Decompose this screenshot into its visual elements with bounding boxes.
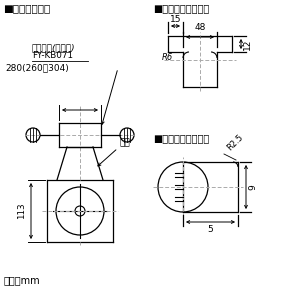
Text: 吊り金具(別売品): 吊り金具(別売品) [32, 43, 76, 52]
Text: 5: 5 [208, 225, 213, 234]
Text: 単位：mm: 単位：mm [4, 275, 40, 285]
Text: 48: 48 [194, 23, 206, 32]
Text: 本体: 本体 [120, 138, 131, 147]
Text: 113: 113 [17, 203, 26, 219]
Text: 280(260～304): 280(260～304) [5, 63, 69, 72]
Text: 12: 12 [243, 38, 252, 50]
Text: R2.5: R2.5 [225, 132, 245, 152]
Text: ■吊り金具穴詳細図: ■吊り金具穴詳細図 [153, 3, 209, 13]
Text: R6: R6 [162, 52, 173, 62]
Text: 15: 15 [170, 15, 181, 24]
Text: ■本体取付穴詳細図: ■本体取付穴詳細図 [153, 133, 209, 143]
Text: ■吊り金具位置: ■吊り金具位置 [3, 3, 50, 13]
Text: FY-KB071: FY-KB071 [32, 51, 73, 60]
Text: 9: 9 [248, 184, 257, 190]
